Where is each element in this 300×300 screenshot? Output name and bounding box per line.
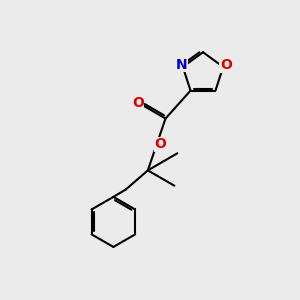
Text: O: O	[132, 96, 144, 110]
Text: N: N	[176, 58, 187, 71]
Text: O: O	[220, 58, 232, 72]
Text: O: O	[154, 137, 166, 152]
